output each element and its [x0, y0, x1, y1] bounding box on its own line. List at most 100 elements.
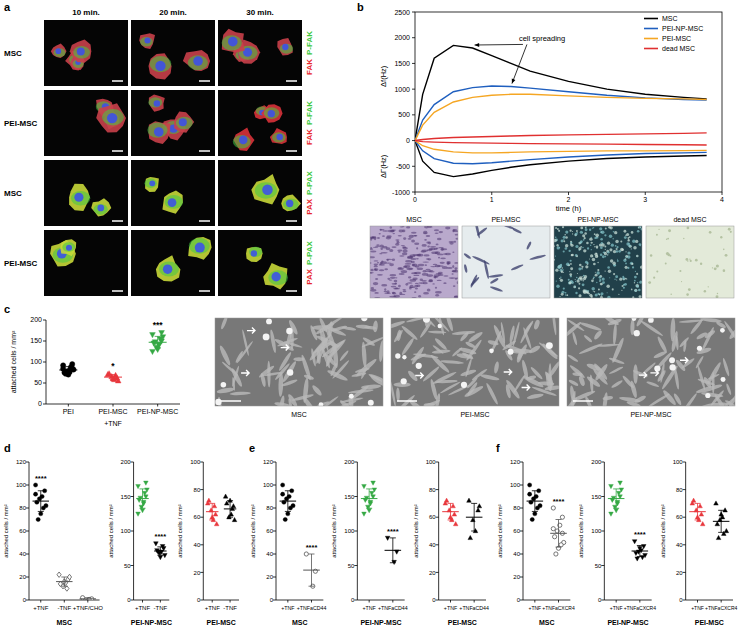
y-tick [43, 383, 46, 384]
cell [621, 285, 623, 287]
figure: abcdef10 min.20 min.30 min.MSCFAKP-FAKPE… [0, 0, 740, 642]
cell [435, 265, 441, 268]
x-tick-label: +TNFaCD44 [297, 605, 327, 611]
cell [416, 247, 418, 249]
cell [576, 277, 578, 279]
arrow [247, 328, 255, 334]
debris [717, 293, 718, 294]
data-point [632, 540, 637, 544]
attached-cell [705, 393, 710, 398]
cell [406, 226, 410, 228]
micrograph-bg [44, 20, 128, 86]
cell [429, 270, 433, 271]
error-bar [68, 367, 69, 374]
cell [397, 249, 402, 251]
x-tick [142, 600, 143, 603]
cell [635, 318, 645, 327]
y-tick-label: 40 [19, 551, 26, 557]
y-tick [520, 485, 523, 486]
attached-cell [438, 324, 442, 328]
cell [402, 252, 408, 255]
y-tick-label: 0 [23, 597, 27, 603]
data-point [635, 557, 640, 561]
cell-stain [94, 204, 108, 215]
cell [629, 245, 632, 248]
cell [398, 251, 401, 252]
debris [708, 286, 709, 287]
cell [310, 348, 316, 367]
stain-label: FAKP-FAK [305, 31, 314, 75]
cell [579, 264, 582, 267]
cell [162, 191, 183, 214]
legend-label: dead MSC [662, 45, 695, 52]
attached-cell [349, 394, 354, 399]
cell [370, 289, 376, 292]
error-cap [695, 519, 701, 520]
y-tick [412, 37, 415, 38]
cell [414, 291, 416, 293]
cell [398, 285, 401, 288]
data-point [616, 491, 621, 495]
cell [410, 346, 425, 366]
y-tick [26, 485, 29, 486]
cell [574, 286, 576, 288]
y-tick-label: 100 [121, 528, 132, 534]
y-tick [412, 166, 415, 167]
cell [620, 241, 622, 243]
data-point [232, 517, 237, 521]
chart-title: PEI-MSC [448, 619, 477, 626]
cell [51, 44, 67, 59]
cell [593, 291, 594, 292]
data-point [214, 522, 219, 526]
data-point [528, 483, 532, 487]
cell [575, 254, 578, 257]
cell [267, 361, 271, 388]
error-cap [110, 379, 116, 380]
micrograph-border [370, 226, 458, 298]
cell [591, 249, 592, 250]
cell [370, 272, 372, 273]
x-tick [645, 192, 646, 195]
nucleus [262, 185, 273, 196]
chart-title: MSC [57, 619, 73, 626]
micrograph-border [391, 318, 559, 406]
micrograph [462, 226, 550, 298]
cell [557, 246, 560, 249]
error-cap [532, 511, 538, 512]
cell [404, 265, 410, 268]
debris [656, 234, 658, 236]
chart-title: MSC [539, 619, 555, 626]
micrograph [218, 230, 302, 296]
x-tick-label: 2 [567, 196, 571, 203]
scale-bar [199, 290, 210, 292]
data-point [70, 362, 75, 367]
cell [715, 320, 726, 329]
error-bar [474, 503, 475, 531]
photo-label: PEI-NP-MSC [577, 216, 618, 223]
data-point [288, 506, 292, 510]
x-axis [604, 600, 651, 601]
x-tick [160, 600, 161, 603]
y-tick [131, 462, 134, 463]
cell [607, 254, 608, 255]
y-tick [520, 508, 523, 509]
cell-stain [159, 262, 179, 277]
arrow [639, 372, 647, 378]
cell [622, 276, 624, 278]
y-tick-label: 0 [679, 597, 683, 603]
micrograph-border [462, 226, 550, 298]
x-tick-label: +TNFaCXCR4 [624, 605, 657, 611]
x-tick [639, 600, 640, 603]
data-point [141, 500, 146, 504]
cell [557, 228, 559, 230]
cell [235, 350, 244, 363]
df-line [415, 133, 707, 141]
error-cap [613, 488, 619, 489]
cell [361, 335, 383, 348]
cell [445, 253, 451, 256]
x-axis [203, 600, 239, 601]
micrograph-bg [462, 226, 550, 298]
micrograph [554, 226, 642, 298]
cell [538, 381, 555, 386]
micrograph [131, 160, 215, 226]
